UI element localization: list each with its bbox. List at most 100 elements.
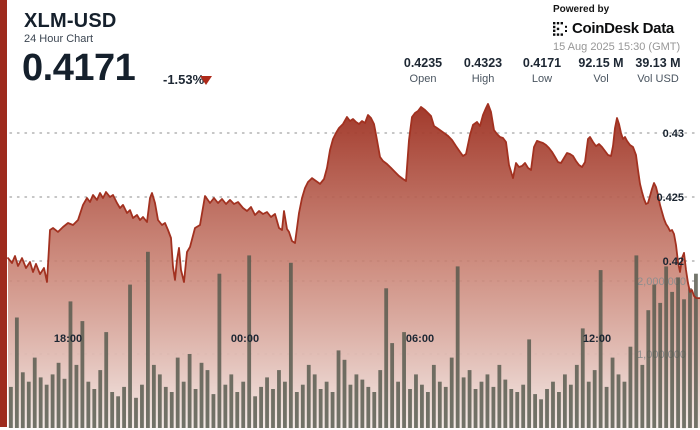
volume-bar bbox=[32, 357, 37, 428]
volume-bar bbox=[253, 396, 258, 428]
volume-bar bbox=[527, 339, 532, 428]
volume-bar bbox=[217, 273, 222, 428]
volume-bar bbox=[658, 302, 663, 428]
stat-open-value: 0.4235 bbox=[403, 56, 443, 70]
volume-bar bbox=[574, 364, 579, 428]
volume-bar bbox=[187, 354, 192, 428]
stat-volume: 92.15 M Vol bbox=[561, 56, 641, 85]
volume-bar bbox=[306, 364, 311, 428]
volume-bar bbox=[414, 374, 418, 428]
volume-bar bbox=[652, 284, 657, 428]
volume-bar bbox=[56, 362, 61, 428]
price-axis-labels: 0.43 0.425 0.42 bbox=[656, 128, 684, 268]
time-axis-labels: 18:00 00:00 06:00 12:00 bbox=[54, 333, 611, 345]
price-change-percent: -1.53% bbox=[163, 72, 205, 87]
coindesk-data-logo[interactable]: CoinDesk Data bbox=[553, 20, 680, 37]
volume-bar bbox=[610, 357, 615, 428]
volume-bar bbox=[229, 374, 234, 428]
volume-bar bbox=[169, 392, 174, 428]
volume-bar bbox=[92, 389, 97, 428]
volume-bar bbox=[682, 299, 686, 429]
volume-bar bbox=[330, 392, 335, 428]
volume-bar bbox=[211, 394, 216, 428]
volume-bar bbox=[425, 392, 430, 428]
stat-open: 0.4235 Open bbox=[383, 56, 463, 85]
volume-bar bbox=[146, 251, 150, 428]
volume-bar bbox=[491, 386, 496, 428]
volume-bar bbox=[294, 392, 299, 428]
volume-bar bbox=[74, 364, 79, 428]
volume-bar bbox=[122, 386, 126, 428]
volume-bar bbox=[402, 332, 406, 428]
volume-bar bbox=[20, 372, 25, 429]
volume-bar bbox=[390, 343, 395, 428]
volume-bar bbox=[420, 384, 424, 428]
volume-bar bbox=[318, 389, 323, 428]
volume-bar bbox=[348, 384, 353, 428]
volume-bar bbox=[277, 370, 281, 428]
volume-bar bbox=[62, 378, 67, 428]
volume-bar bbox=[431, 364, 436, 428]
volume-bar bbox=[288, 262, 293, 429]
time-tick-label: 00:00 bbox=[231, 333, 259, 345]
volume-bar bbox=[104, 332, 109, 428]
volume-bar bbox=[38, 377, 43, 428]
volume-bar bbox=[521, 384, 526, 428]
volume-bar bbox=[9, 386, 13, 428]
stat-volume-value: 92.15 M bbox=[578, 56, 624, 70]
volume-bar bbox=[592, 370, 597, 428]
volume-bar bbox=[312, 374, 317, 428]
volume-bar bbox=[515, 392, 520, 428]
volume-bar bbox=[354, 374, 359, 428]
volume-bar bbox=[199, 362, 204, 428]
volume-bar bbox=[68, 301, 73, 428]
volume-bar bbox=[235, 392, 240, 428]
volume-bar bbox=[342, 359, 347, 428]
volume-bar bbox=[437, 381, 442, 428]
volume-bar bbox=[694, 273, 698, 428]
stat-open-label: Open bbox=[409, 73, 437, 85]
stat-high-value: 0.4323 bbox=[463, 56, 503, 70]
chart-subtitle: 24 Hour Chart bbox=[24, 33, 94, 45]
stat-volume-label: Vol bbox=[593, 73, 609, 85]
price-area-fill bbox=[8, 103, 700, 429]
volume-bar bbox=[467, 370, 472, 428]
volume-bar bbox=[533, 394, 538, 428]
time-tick-label: 06:00 bbox=[406, 333, 434, 345]
volume-bar bbox=[336, 350, 341, 428]
stat-low: 0.4171 Low bbox=[502, 56, 582, 85]
volume-bar bbox=[163, 386, 168, 428]
price-tick-label: 0.425 bbox=[656, 192, 684, 204]
volume-bar bbox=[86, 381, 91, 428]
volume-bar bbox=[616, 374, 621, 428]
volume-bar bbox=[26, 381, 31, 428]
volume-bar bbox=[366, 386, 371, 428]
volume-bar bbox=[140, 384, 144, 428]
volume-bar bbox=[551, 381, 555, 428]
volume-bar bbox=[223, 384, 228, 428]
volume-bar bbox=[205, 370, 210, 428]
volume-bar bbox=[181, 381, 186, 428]
volume-bar bbox=[128, 284, 132, 428]
volume-bars bbox=[9, 251, 698, 429]
stat-volume-usd-value: 39.13 M bbox=[635, 56, 681, 70]
coindesk-logo-icon bbox=[553, 21, 567, 36]
chart-timestamp: 15 Aug 2025 15:30 (GMT) bbox=[553, 41, 681, 53]
volume-bar bbox=[241, 381, 246, 428]
volume-bar bbox=[557, 392, 561, 428]
current-price: 0.4171 bbox=[22, 47, 136, 89]
volume-bar bbox=[586, 381, 591, 428]
volume-bar bbox=[509, 389, 514, 428]
volume-bar bbox=[372, 392, 377, 428]
stat-volume-usd-label: Vol USD bbox=[637, 73, 679, 85]
powered-by-text: Powered by bbox=[553, 4, 610, 15]
volume-bar bbox=[670, 291, 675, 428]
volume-bar bbox=[80, 321, 85, 428]
stat-high-label: High bbox=[471, 73, 495, 85]
volume-bar bbox=[503, 379, 508, 428]
volume-bar bbox=[580, 328, 585, 428]
ohlc-stats: 0.4235 Open 0.4323 High 0.4171 Low 92.15… bbox=[0, 56, 700, 96]
volume-bar bbox=[568, 384, 573, 428]
stat-volume-usd: 39.13 M Vol USD bbox=[618, 56, 698, 85]
